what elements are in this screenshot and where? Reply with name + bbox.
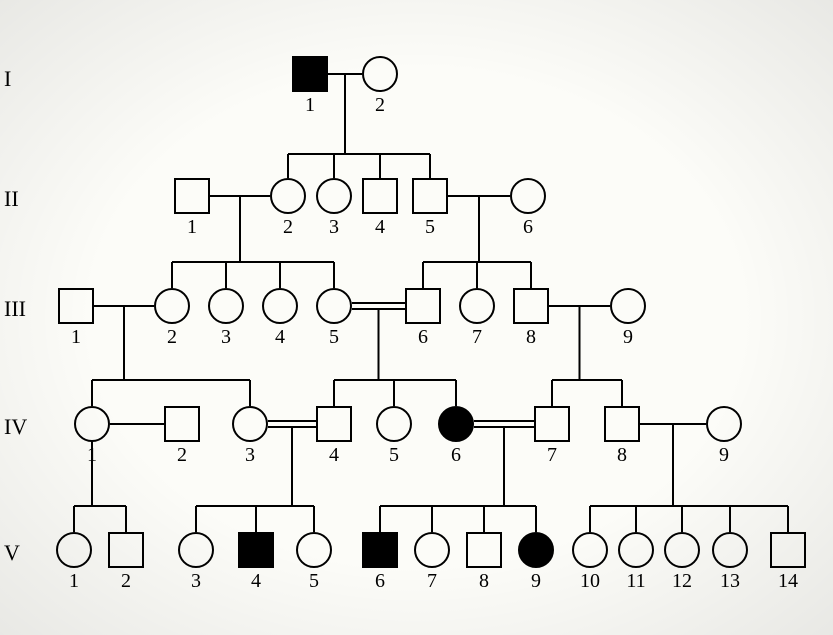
- person-label: 6: [438, 444, 474, 467]
- person-label: 9: [518, 570, 554, 593]
- person-V-11: [618, 532, 654, 568]
- person-IV-4: [316, 406, 352, 442]
- person-label: 3: [178, 570, 214, 593]
- person-II-5: [412, 178, 448, 214]
- person-label: 3: [316, 216, 352, 239]
- person-V-4: [238, 532, 274, 568]
- person-label: 5: [316, 326, 352, 349]
- person-III-8: [513, 288, 549, 324]
- person-label: 2: [164, 444, 200, 467]
- person-V-7: [414, 532, 450, 568]
- person-label: 1: [174, 216, 210, 239]
- person-V-13: [712, 532, 748, 568]
- person-V-8: [466, 532, 502, 568]
- person-label: 1: [74, 444, 110, 467]
- person-label: 5: [376, 444, 412, 467]
- person-V-9: [518, 532, 554, 568]
- person-IV-1: [74, 406, 110, 442]
- person-III-7: [459, 288, 495, 324]
- person-III-1: [58, 288, 94, 324]
- person-label: 8: [466, 570, 502, 593]
- person-label: 14: [770, 570, 806, 593]
- person-II-4: [362, 178, 398, 214]
- person-label: 4: [262, 326, 298, 349]
- person-label: 1: [56, 570, 92, 593]
- person-label: 2: [270, 216, 306, 239]
- person-IV-7: [534, 406, 570, 442]
- generation-label: II: [4, 186, 19, 212]
- person-label: 13: [712, 570, 748, 593]
- person-label: 7: [459, 326, 495, 349]
- person-IV-2: [164, 406, 200, 442]
- person-label: 2: [154, 326, 190, 349]
- person-IV-9: [706, 406, 742, 442]
- person-label: 4: [238, 570, 274, 593]
- person-label: 4: [316, 444, 352, 467]
- person-label: 9: [610, 326, 646, 349]
- person-label: 5: [296, 570, 332, 593]
- generation-label: III: [4, 296, 26, 322]
- person-III-4: [262, 288, 298, 324]
- generation-label: V: [4, 540, 20, 566]
- person-label: 6: [362, 570, 398, 593]
- person-II-2: [270, 178, 306, 214]
- person-label: 1: [292, 94, 328, 117]
- person-V-5: [296, 532, 332, 568]
- person-I-1: [292, 56, 328, 92]
- person-IV-3: [232, 406, 268, 442]
- person-label: 7: [414, 570, 450, 593]
- pedigree-canvas: IIIIIIIVV1212345612345678912345678912345…: [0, 0, 833, 635]
- person-IV-6: [438, 406, 474, 442]
- person-V-10: [572, 532, 608, 568]
- person-V-14: [770, 532, 806, 568]
- person-label: 6: [510, 216, 546, 239]
- person-III-3: [208, 288, 244, 324]
- person-V-1: [56, 532, 92, 568]
- person-V-2: [108, 532, 144, 568]
- person-label: 3: [232, 444, 268, 467]
- person-label: 2: [362, 94, 398, 117]
- person-label: 8: [604, 444, 640, 467]
- person-V-6: [362, 532, 398, 568]
- person-label: 1: [58, 326, 94, 349]
- person-label: 8: [513, 326, 549, 349]
- person-label: 6: [405, 326, 441, 349]
- generation-label: IV: [4, 414, 27, 440]
- person-II-6: [510, 178, 546, 214]
- person-label: 5: [412, 216, 448, 239]
- person-IV-8: [604, 406, 640, 442]
- person-III-6: [405, 288, 441, 324]
- person-label: 10: [572, 570, 608, 593]
- person-I-2: [362, 56, 398, 92]
- person-II-1: [174, 178, 210, 214]
- person-label: 12: [664, 570, 700, 593]
- person-III-2: [154, 288, 190, 324]
- person-label: 9: [706, 444, 742, 467]
- person-label: 7: [534, 444, 570, 467]
- person-III-5: [316, 288, 352, 324]
- person-II-3: [316, 178, 352, 214]
- person-IV-5: [376, 406, 412, 442]
- person-V-3: [178, 532, 214, 568]
- generation-label: I: [4, 66, 11, 92]
- person-label: 4: [362, 216, 398, 239]
- person-label: 11: [618, 570, 654, 593]
- person-III-9: [610, 288, 646, 324]
- person-label: 2: [108, 570, 144, 593]
- person-V-12: [664, 532, 700, 568]
- person-label: 3: [208, 326, 244, 349]
